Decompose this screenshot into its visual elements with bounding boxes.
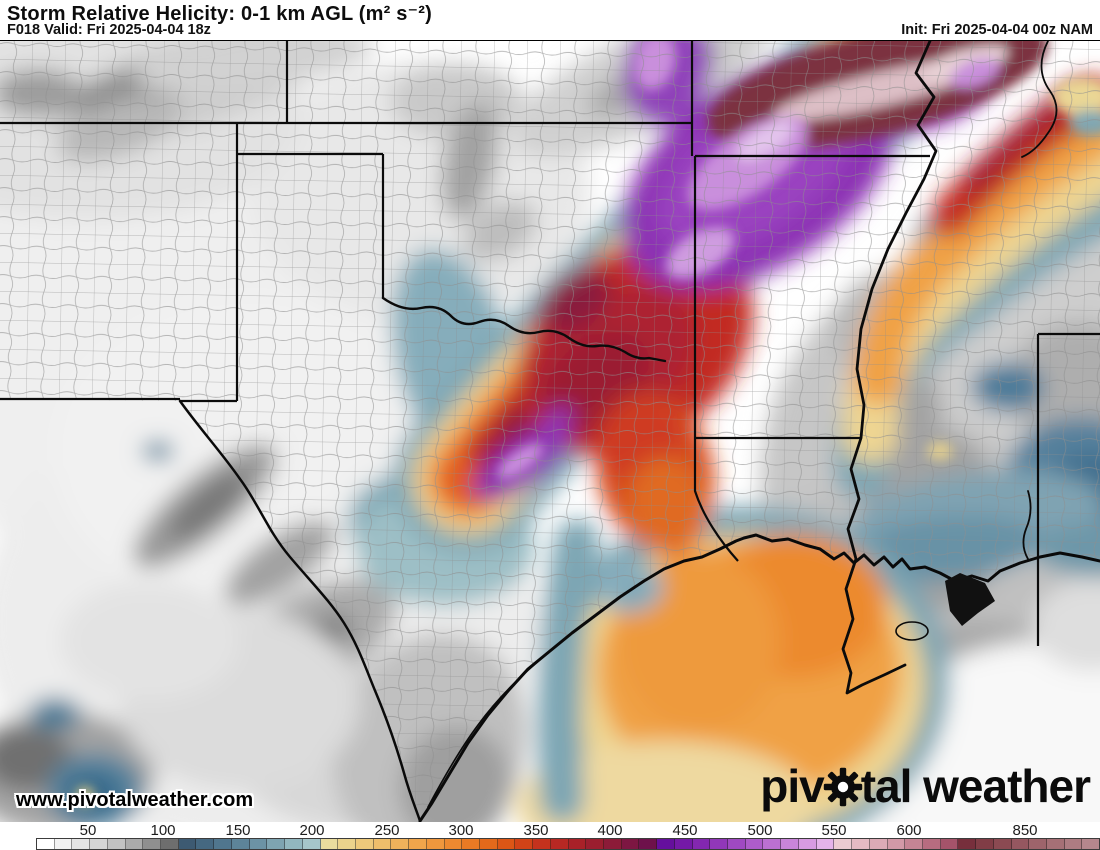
header: Storm Relative Helicity: 0-1 km AGL (m² … <box>0 0 1100 40</box>
colorbar-segment-16 <box>320 839 339 849</box>
state-borders <box>0 41 1100 646</box>
colorbar-segment-27 <box>515 839 534 849</box>
coastline <box>178 399 1100 822</box>
barrier-islands <box>427 652 549 808</box>
logo-text-pre: piv <box>760 760 824 812</box>
colorbar-segment-11 <box>231 839 250 849</box>
colorbar-tick-550: 550 <box>821 822 847 839</box>
colorbar-segment-38 <box>710 839 729 849</box>
colorbar-tick-450: 450 <box>672 822 698 839</box>
colorbar-segment-21 <box>409 839 427 849</box>
colorbar-segment-20 <box>391 839 410 849</box>
colorbar-segment-41 <box>763 839 782 849</box>
colorbar-segment-55 <box>1011 839 1030 849</box>
red-river <box>381 296 667 363</box>
colorbar-segment-37 <box>692 839 711 849</box>
colorbar-segment-15 <box>302 839 321 849</box>
rivers <box>381 41 1058 695</box>
colorbar-segment-12 <box>249 839 268 849</box>
colorbar-segment-6 <box>143 839 162 849</box>
colorbar-segment-1 <box>54 839 73 849</box>
rio-grande <box>178 399 422 822</box>
colorbar-segment-23 <box>444 839 463 849</box>
colorbar-segment-14 <box>285 839 303 849</box>
colorbar-segment-40 <box>745 839 764 849</box>
colorbar-segment-22 <box>426 839 445 849</box>
colorbar-segment-5 <box>125 839 144 849</box>
model-init-label: Init: Fri 2025-04-04 00z NAM <box>901 22 1093 38</box>
colorbar-segment-7 <box>161 839 179 849</box>
colorbar-segment-49 <box>905 839 923 849</box>
colorbar-segment-28 <box>533 839 551 849</box>
colorbar-tick-100: 100 <box>150 822 176 839</box>
colorbar-segment-33 <box>621 839 640 849</box>
colorbar-segment-57 <box>1046 839 1065 849</box>
colorbar-segment-31 <box>586 839 604 849</box>
colorbar-segment-39 <box>728 839 746 849</box>
colorbar-segment-18 <box>355 839 374 849</box>
colorbar-tick-400: 400 <box>597 822 623 839</box>
colorbar-segment-47 <box>869 839 888 849</box>
pivotal-weather-logo: piv tal weather <box>760 760 1091 812</box>
colorbar-tick-500: 500 <box>747 822 773 839</box>
mississippi-river <box>841 41 938 695</box>
colorbar-segment-2 <box>72 839 91 849</box>
helicity-map-svg <box>0 41 1100 822</box>
colorbar-segment-36 <box>674 839 693 849</box>
colorbar-segment-35 <box>657 839 675 849</box>
colorbar-segment-3 <box>90 839 108 849</box>
colorbar-segment-45 <box>834 839 853 849</box>
colorbar-segment-58 <box>1064 839 1083 849</box>
colorbar-tick-150: 150 <box>225 822 251 839</box>
colorbar: 50 100 150 200 250 300 350 400 450 500 550 600 850 <box>0 822 1100 850</box>
colorbar-strip <box>36 838 1100 850</box>
colorbar-segment-9 <box>196 839 215 849</box>
mississippi-delta <box>945 573 995 626</box>
colorbar-tick-200: 200 <box>299 822 325 839</box>
colorbar-segment-30 <box>568 839 587 849</box>
colorbar-segment-26 <box>497 839 516 849</box>
colorbar-segment-25 <box>479 839 498 849</box>
colorbar-segment-4 <box>107 839 126 849</box>
colorbar-tick-50: 50 <box>79 822 97 839</box>
colorbar-tick-850: 850 <box>1012 822 1038 839</box>
colorbar-segment-48 <box>887 839 906 849</box>
colorbar-segment-10 <box>214 839 232 849</box>
colorbar-segment-50 <box>922 839 941 849</box>
lake-pontchartrain <box>895 621 929 641</box>
colorbar-segment-56 <box>1029 839 1047 849</box>
colorbar-segment-17 <box>338 839 356 849</box>
colorbar-segment-59 <box>1082 839 1100 849</box>
colorbar-segment-24 <box>462 839 480 849</box>
colorbar-segment-32 <box>604 839 622 849</box>
gear-icon <box>823 767 862 807</box>
colorbar-tick-250: 250 <box>374 822 400 839</box>
colorbar-segment-0 <box>37 839 55 849</box>
colorbar-segment-42 <box>781 839 799 849</box>
colorbar-tick-600: 600 <box>896 822 922 839</box>
colorbar-segment-46 <box>852 839 870 849</box>
colorbar-segment-8 <box>178 839 197 849</box>
helicity-map: www.pivotalweather.com piv <box>0 40 1100 822</box>
colorbar-segment-52 <box>958 839 977 849</box>
alabama-river <box>1022 490 1032 560</box>
colorbar-segment-13 <box>267 839 286 849</box>
forecast-valid-label: F018 Valid: Fri 2025-04-04 18z <box>7 22 211 38</box>
colorbar-segment-29 <box>550 839 569 849</box>
colorbar-tick-350: 350 <box>523 822 549 839</box>
map-title: Storm Relative Helicity: 0-1 km AGL (m² … <box>7 3 433 25</box>
colorbar-tick-300: 300 <box>448 822 474 839</box>
colorbar-segment-19 <box>373 839 392 849</box>
colorbar-segment-54 <box>993 839 1012 849</box>
colorbar-segment-44 <box>816 839 835 849</box>
tennessee-river <box>1021 41 1058 158</box>
colorbar-segment-34 <box>639 839 658 849</box>
colorbar-segment-51 <box>940 839 959 849</box>
colorbar-segment-53 <box>976 839 994 849</box>
watermark: www.pivotalweather.com <box>16 789 254 811</box>
colorbar-segment-43 <box>798 839 817 849</box>
logo-text-post: tal weather <box>860 760 1091 812</box>
